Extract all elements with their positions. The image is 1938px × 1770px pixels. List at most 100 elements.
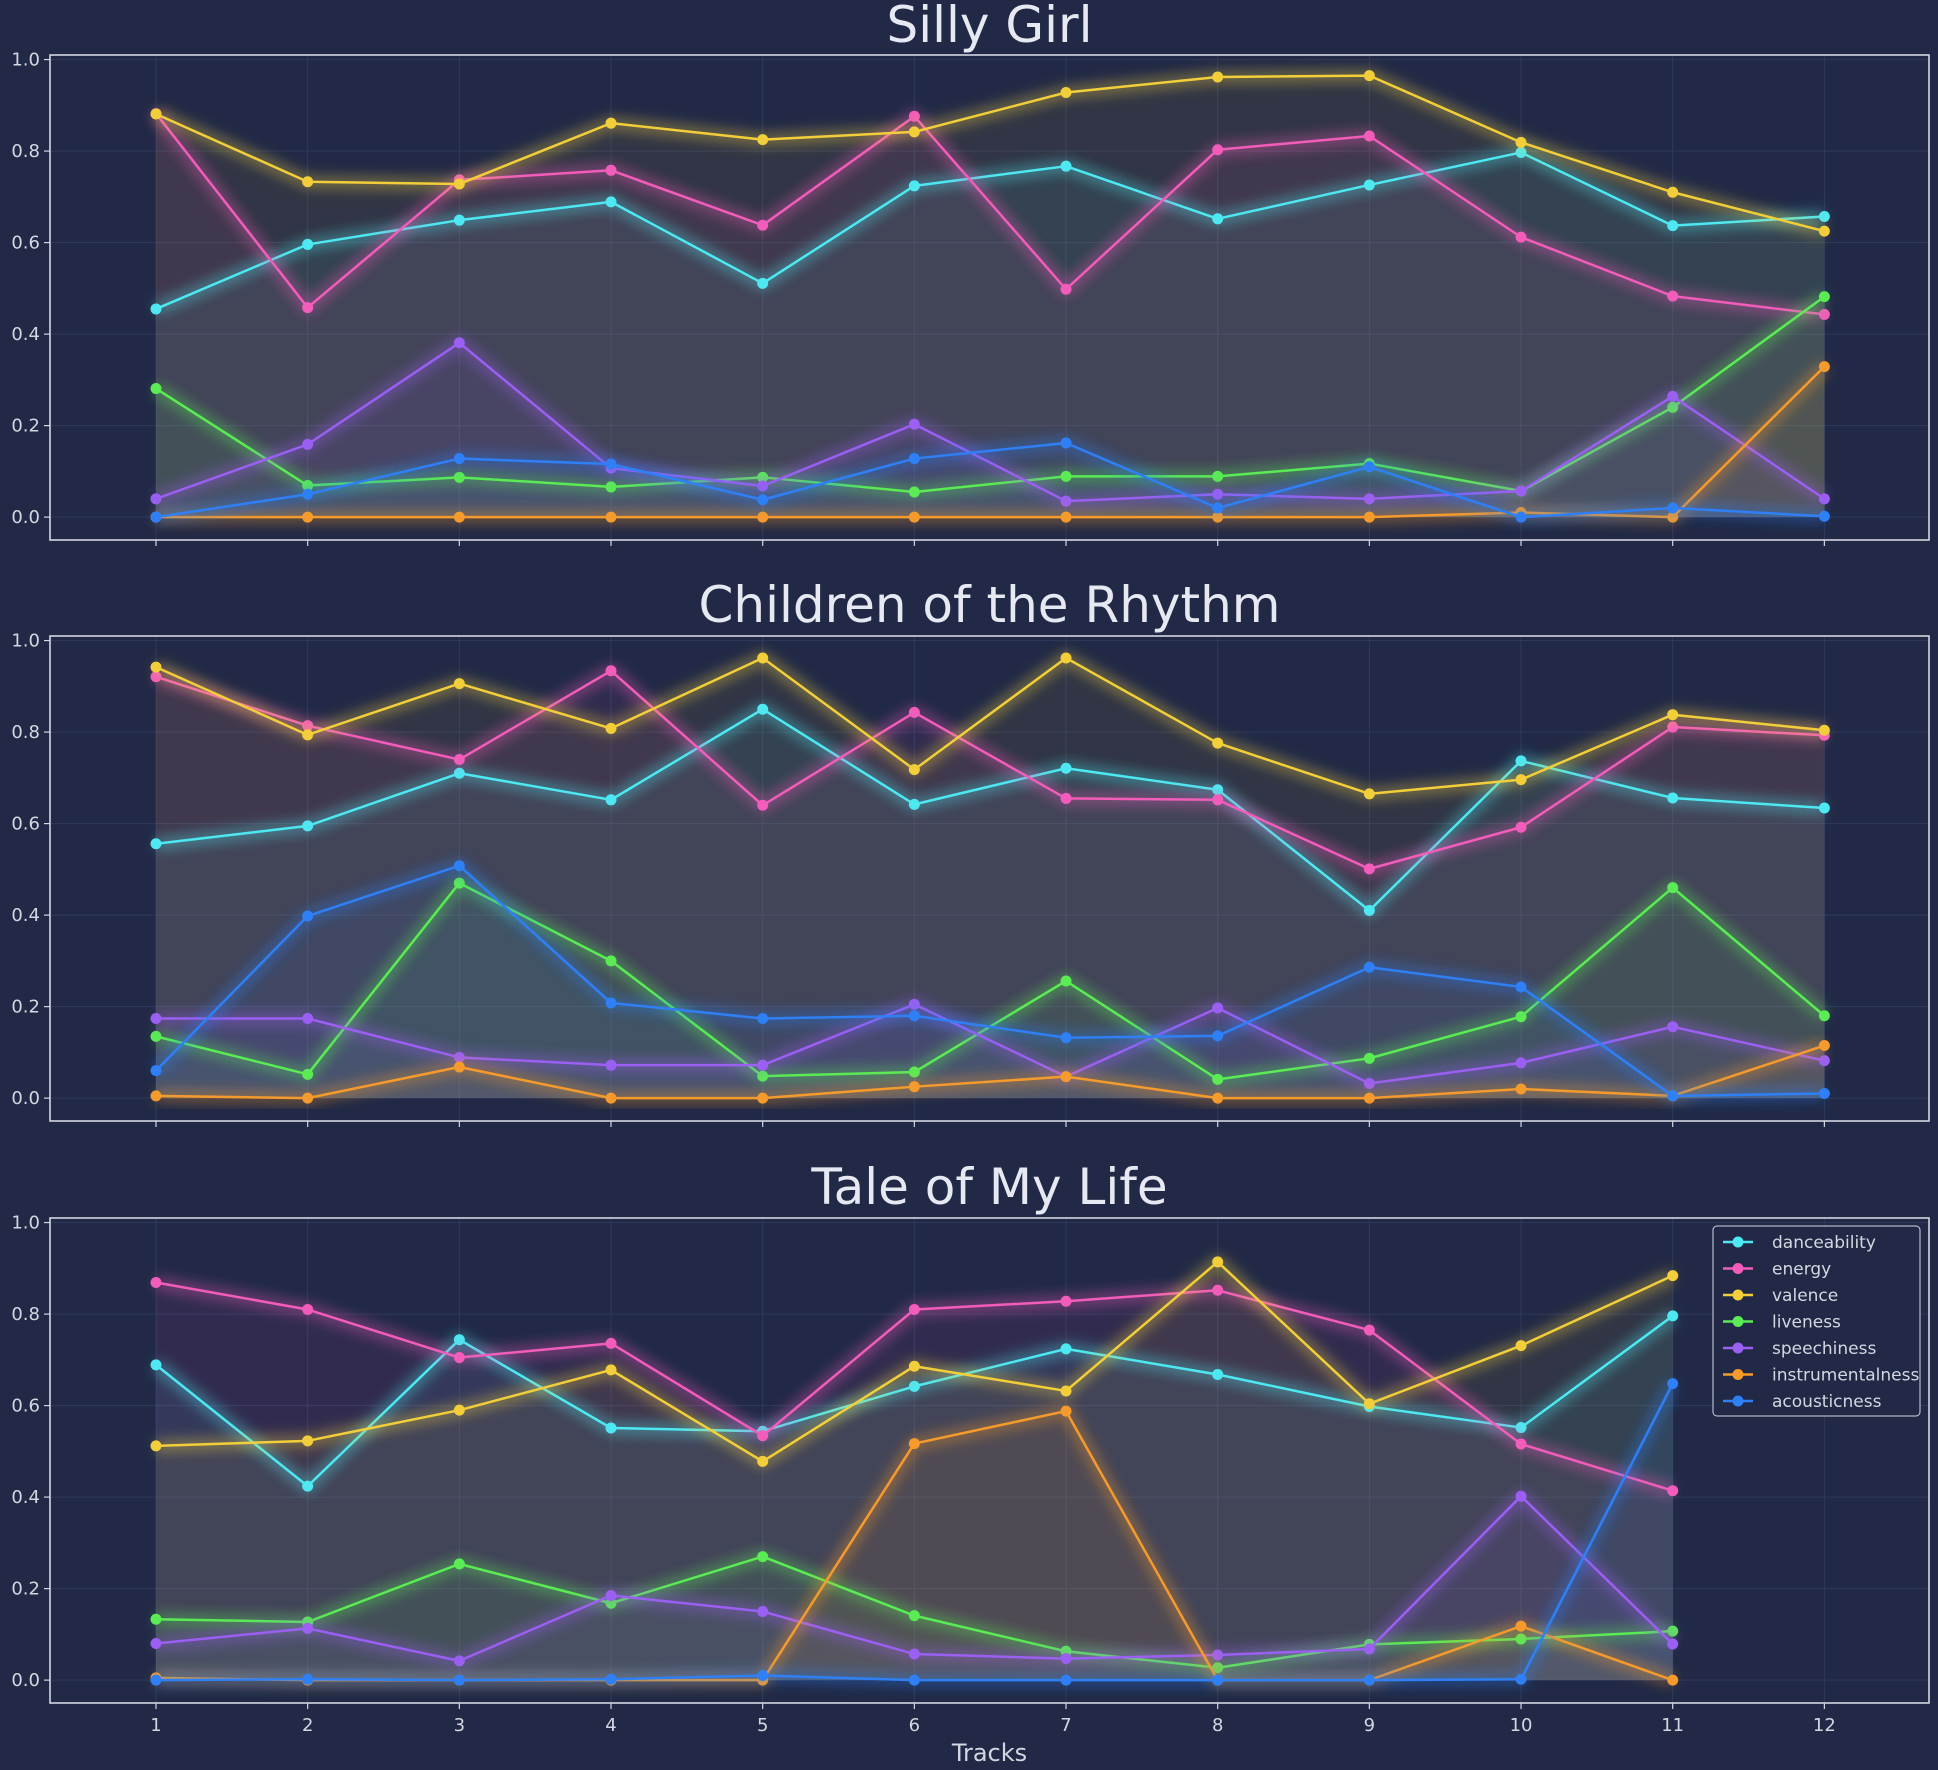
legend-item-acousticness: acousticness [1723, 1392, 1882, 1412]
series-line [155, 864, 1825, 1098]
data-point [1515, 981, 1527, 993]
data-point [1667, 721, 1679, 733]
data-point [1363, 1643, 1375, 1655]
data-point [1515, 1620, 1527, 1632]
legend-item-speechiness: speechiness [1723, 1339, 1877, 1359]
data-point [302, 488, 314, 500]
legend-label: instrumentalness [1772, 1366, 1919, 1386]
data-point [1060, 511, 1072, 523]
data-point [757, 219, 769, 231]
data-point [1667, 882, 1679, 894]
series-acousticness [150, 436, 1830, 525]
area-danceability [156, 709, 1825, 1099]
data-point [1363, 905, 1375, 917]
legend-marker [1732, 1342, 1744, 1354]
series-energy [150, 1275, 1679, 1498]
data-point [1060, 792, 1072, 804]
data-point [1363, 788, 1375, 800]
data-point [453, 1352, 465, 1364]
data-point [150, 1674, 162, 1686]
data-point [1667, 1638, 1679, 1650]
data-point [1515, 136, 1527, 148]
data-point [302, 910, 314, 922]
series-speechiness [150, 335, 1830, 509]
data-point [453, 471, 465, 483]
data-point [1667, 390, 1679, 402]
data-point [1515, 1633, 1527, 1645]
data-point [453, 178, 465, 190]
data-point [1212, 1002, 1224, 1014]
legend: danceability energy valence liveness speechi… [1712, 1225, 1921, 1417]
data-point [908, 1010, 920, 1022]
data-point [1060, 1071, 1072, 1083]
panel-1: Silly Girl 0.0 0.2 0.4 0.6 0.8 1.0 [11, 0, 1930, 546]
data-point [1818, 308, 1830, 320]
data-point [1667, 1378, 1679, 1390]
area-speechiness [156, 342, 1825, 518]
data-point [302, 238, 314, 250]
legend-marker [1732, 1316, 1744, 1327]
data-point [605, 955, 617, 967]
data-point [1515, 774, 1527, 786]
data-point [908, 486, 920, 498]
legend-box [1712, 1225, 1921, 1417]
data-point [302, 1068, 314, 1080]
data-point [1212, 71, 1224, 83]
data-point [302, 511, 314, 523]
y-tick-label: 0.2 [11, 1579, 40, 1600]
data-point [1515, 485, 1527, 497]
data-point [605, 1364, 617, 1376]
data-point [453, 754, 465, 766]
series-speechiness [150, 997, 1830, 1091]
series-danceability [150, 1310, 1679, 1494]
data-point [1212, 794, 1224, 806]
data-point [757, 1092, 769, 1104]
data-point [757, 277, 769, 289]
data-point [908, 998, 920, 1010]
data-point [453, 1404, 465, 1416]
data-point [302, 176, 314, 188]
data-point [1515, 1011, 1527, 1023]
data-point [1212, 213, 1224, 225]
data-point [1212, 1092, 1224, 1104]
y-tick-label: 0.4 [11, 905, 40, 926]
y-tick-label: 0.2 [11, 997, 40, 1018]
y-tick-label: 0.8 [11, 1304, 40, 1325]
data-point [605, 997, 617, 1009]
data-point [150, 383, 162, 395]
x-tick-label: 11 [1661, 1715, 1684, 1736]
legend-item-instrumentalness: instrumentalness [1723, 1366, 1919, 1386]
data-point [1515, 1490, 1527, 1502]
data-point [605, 164, 617, 176]
y-tick-label: 0.8 [11, 722, 40, 743]
data-point [150, 511, 162, 523]
y-tick-label: 1.0 [11, 50, 40, 71]
data-point [302, 1480, 314, 1492]
legend-item-valence: valence [1723, 1286, 1838, 1306]
data-point [1363, 1077, 1375, 1089]
data-point [453, 214, 465, 226]
data-point [1363, 70, 1375, 82]
data-point [302, 1673, 314, 1685]
data-point [302, 729, 314, 741]
data-point [1363, 461, 1375, 473]
data-point [605, 1092, 617, 1104]
data-point [150, 493, 162, 505]
y-tick-label: 0.0 [11, 507, 40, 528]
data-point [1515, 1438, 1527, 1450]
data-point [908, 453, 920, 465]
y-tick-label: 0.4 [11, 324, 40, 345]
series-line [155, 669, 1825, 871]
data-point [1212, 502, 1224, 514]
y-tick-label: 1.0 [11, 631, 40, 652]
data-point [453, 1334, 465, 1346]
data-point [1060, 652, 1072, 664]
data-point [1060, 495, 1072, 507]
data-point [1060, 437, 1072, 449]
x-tick-label: 12 [1813, 1715, 1836, 1736]
data-point [453, 453, 465, 465]
data-point [150, 108, 162, 120]
data-point [1667, 1021, 1679, 1033]
data-point [1363, 863, 1375, 875]
area-liveness [156, 883, 1825, 1099]
